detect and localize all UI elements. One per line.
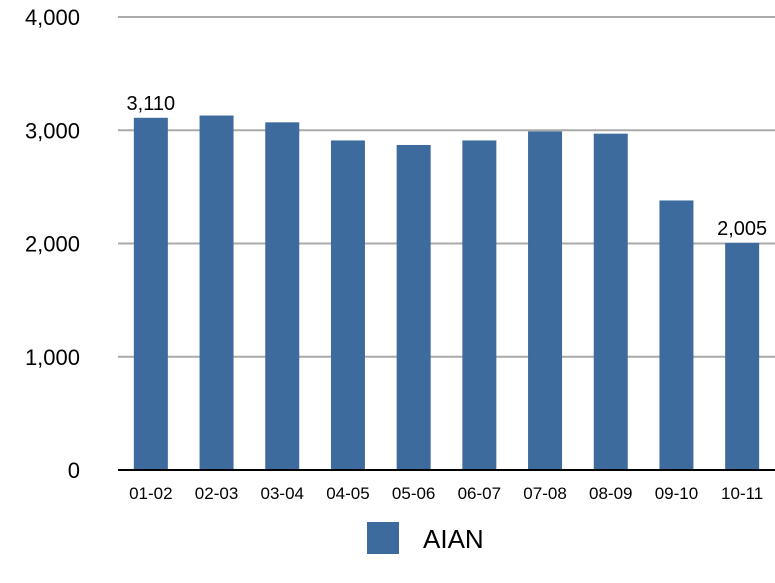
x-tick-label: 08-09 bbox=[589, 484, 632, 503]
bar bbox=[330, 140, 365, 470]
bar bbox=[133, 117, 168, 470]
bars bbox=[133, 115, 760, 470]
bar bbox=[199, 115, 234, 470]
data-labels: 3,110 2,005 bbox=[127, 93, 768, 240]
x-tick-label: 02-03 bbox=[195, 484, 238, 503]
y-tick-label: 2,000 bbox=[25, 232, 80, 257]
bar bbox=[462, 140, 497, 470]
x-tick-label: 07-08 bbox=[523, 484, 566, 503]
data-label: 2,005 bbox=[717, 218, 767, 240]
legend-label-aian: AIAN bbox=[423, 524, 484, 554]
x-tick-label: 10-11 bbox=[721, 484, 763, 503]
y-tick-label: 4,000 bbox=[25, 5, 80, 30]
legend-swatch-aian bbox=[367, 522, 399, 554]
bar bbox=[528, 131, 563, 470]
x-axis-ticks: 01-02 02-03 03-04 04-05 05-06 06-07 07-08 08-09… bbox=[129, 484, 763, 503]
y-tick-label: 1,000 bbox=[25, 345, 80, 370]
bar bbox=[593, 133, 628, 470]
x-tick-label: 09-10 bbox=[655, 484, 698, 503]
legend: AIAN bbox=[367, 522, 484, 554]
x-tick-label: 06-07 bbox=[458, 484, 501, 503]
bar bbox=[659, 200, 694, 470]
data-label: 3,110 bbox=[127, 93, 176, 115]
y-tick-label: 0 bbox=[68, 458, 80, 483]
bar bbox=[265, 122, 300, 470]
x-tick-label: 05-06 bbox=[392, 484, 435, 503]
bar bbox=[396, 144, 431, 470]
bar bbox=[725, 242, 760, 470]
x-tick-label: 03-04 bbox=[261, 484, 304, 503]
y-axis-ticks: 0 1,000 2,000 3,000 4,000 bbox=[25, 5, 80, 483]
x-tick-label: 01-02 bbox=[129, 484, 172, 503]
y-tick-label: 3,000 bbox=[25, 118, 80, 143]
x-tick-label: 04-05 bbox=[326, 484, 369, 503]
